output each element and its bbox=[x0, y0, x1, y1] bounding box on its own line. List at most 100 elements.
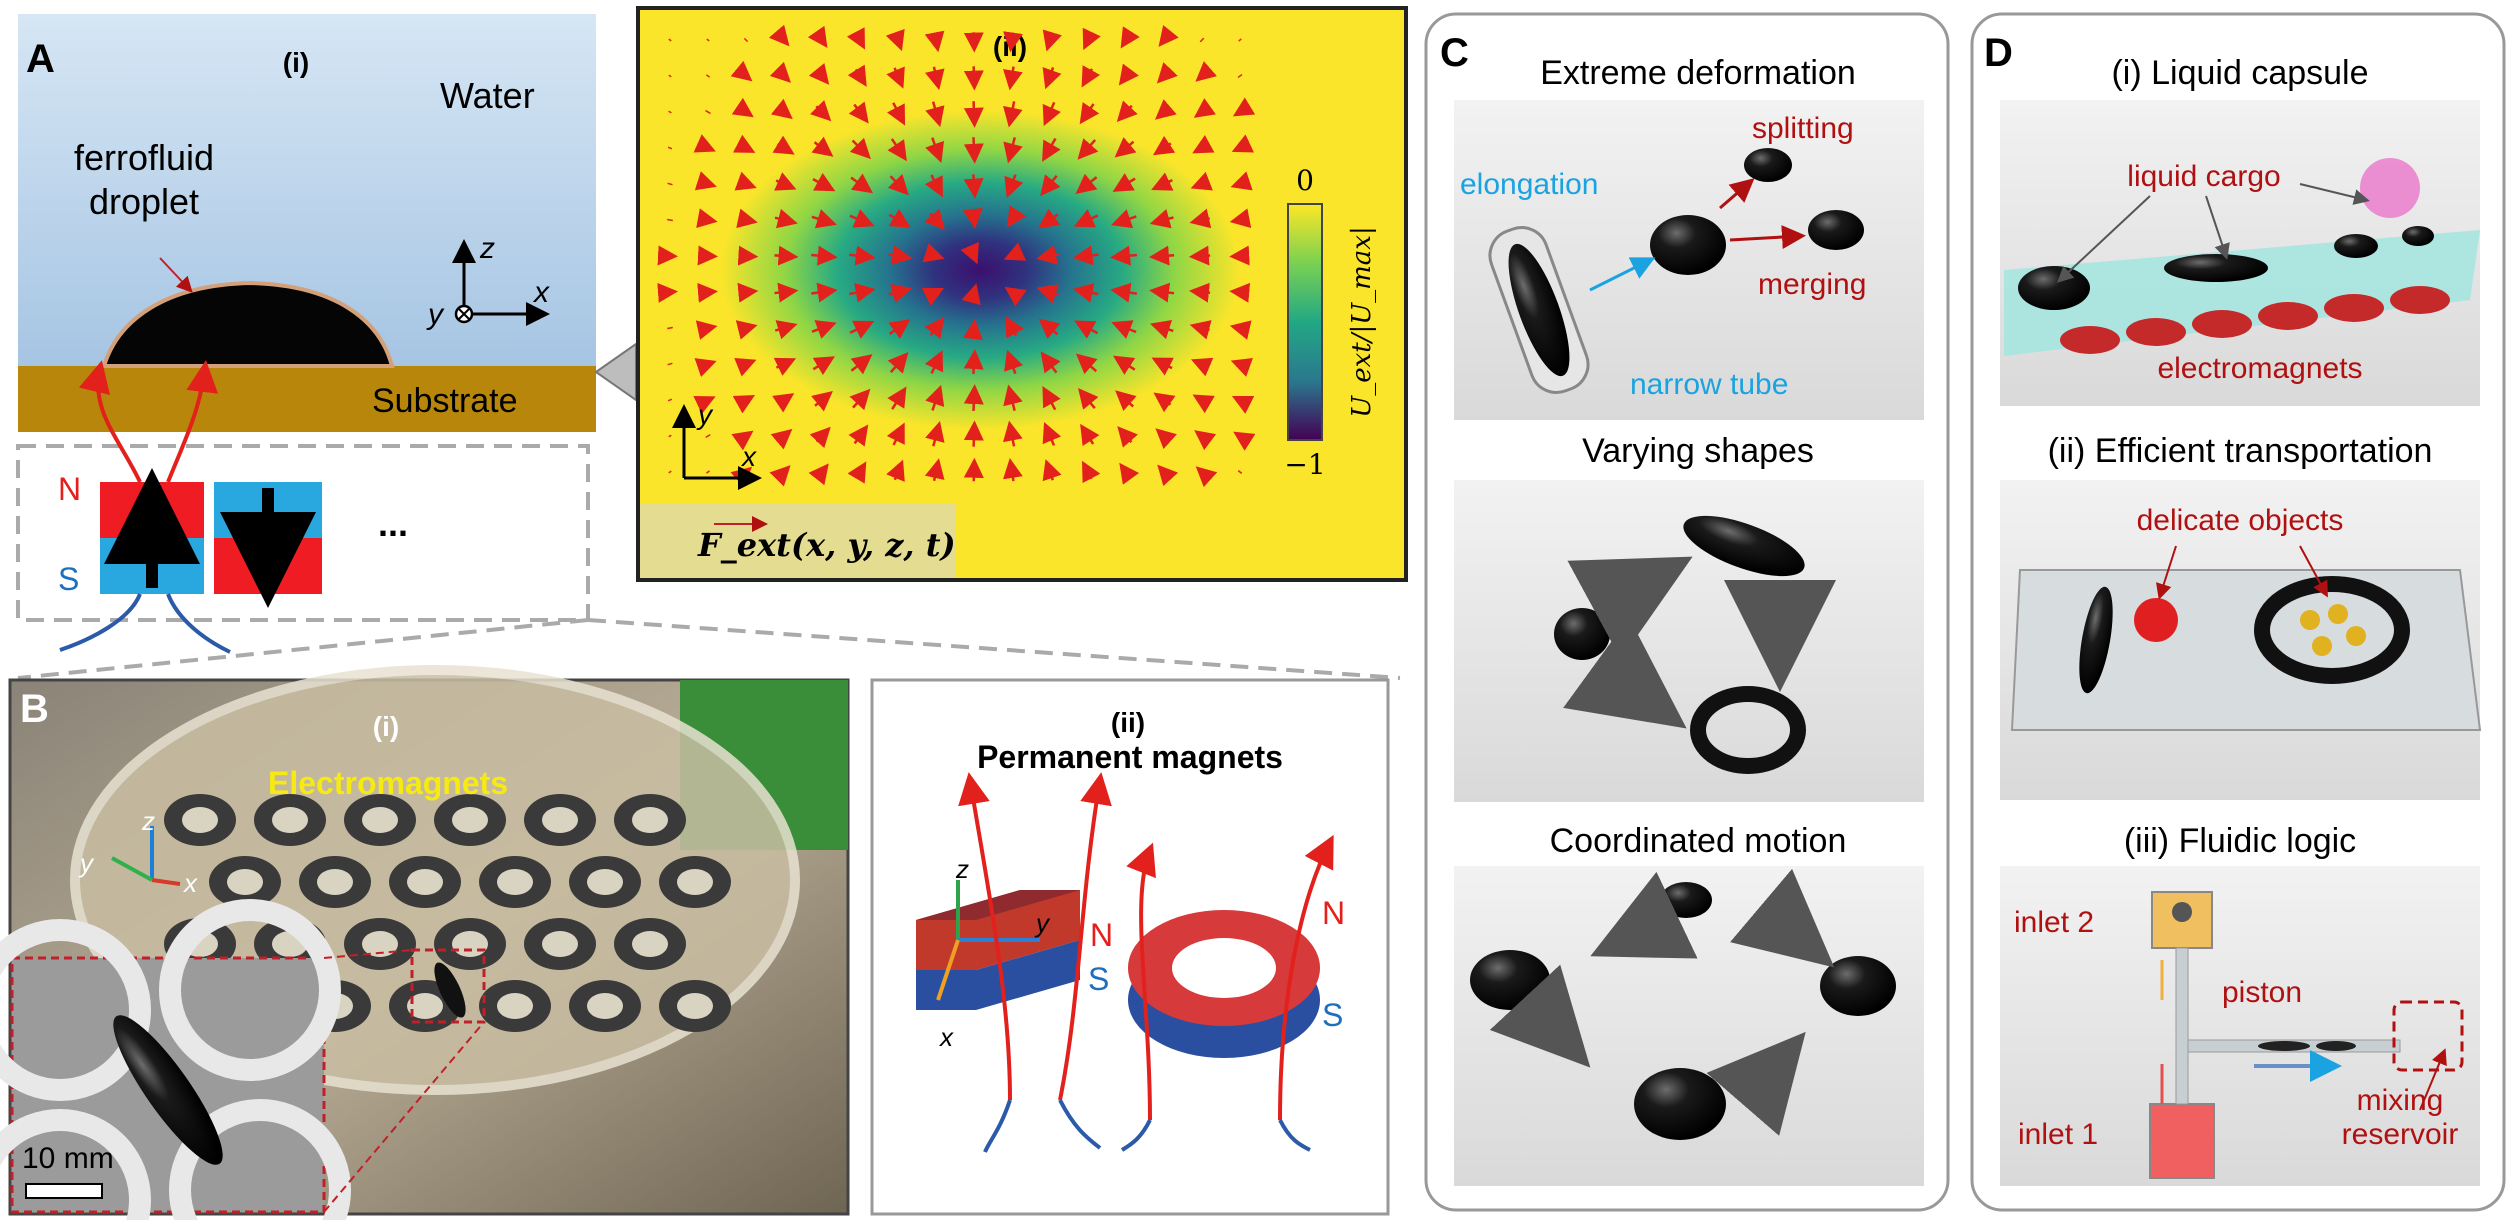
ring-south-label: S bbox=[1322, 997, 1343, 1033]
electromagnet-core bbox=[452, 807, 488, 833]
photo-axis-z-label: z bbox=[141, 806, 155, 836]
electromagnets-d-label: electromagnets bbox=[2157, 352, 2362, 385]
coil-under-substrate bbox=[2258, 302, 2318, 330]
axis-z-label: z bbox=[479, 232, 495, 265]
colorbar bbox=[1288, 204, 1322, 440]
panel-b-i: B (i) Electromagnets z x y 10 mm bbox=[0, 670, 848, 1220]
substrate-label: Substrate bbox=[372, 382, 518, 420]
ring-magnet-hole bbox=[1172, 938, 1276, 998]
electromagnet-core bbox=[407, 869, 443, 895]
force-arrow bbox=[974, 66, 975, 85]
liquid-cargo-label: liquid cargo bbox=[2127, 160, 2280, 193]
photo-axis-x-label: x bbox=[182, 868, 198, 898]
zoom-connector bbox=[596, 344, 636, 400]
force-arrow bbox=[974, 425, 975, 446]
zoom-line-right bbox=[588, 620, 1400, 678]
electromagnet-core bbox=[677, 869, 713, 895]
more-magnets-ellipsis: ... bbox=[378, 503, 408, 544]
label-b-i: (i) bbox=[373, 711, 399, 742]
force-arrow bbox=[973, 174, 974, 193]
electromagnet-core bbox=[497, 869, 533, 895]
force-arrow bbox=[703, 292, 713, 293]
electromagnet-core bbox=[272, 807, 308, 833]
varying-shapes-title: Varying shapes bbox=[1582, 432, 1814, 470]
electromagnet-core bbox=[632, 807, 668, 833]
force-arrow bbox=[703, 256, 713, 257]
potential-well bbox=[720, 110, 1240, 430]
inlet-1-label: inlet 1 bbox=[2018, 1118, 2098, 1151]
electromagnet-core bbox=[452, 931, 488, 957]
panel-c: C Extreme deformation splitting elongati… bbox=[1426, 14, 1948, 1210]
panel-a-ii: (ii) 0 −1 U_ext/|U_max| y x F_ext(x, y, … bbox=[638, 8, 1406, 580]
force-arrow bbox=[974, 216, 975, 224]
force-arrow bbox=[1234, 292, 1245, 293]
north-label: N bbox=[58, 471, 81, 507]
force-arrow bbox=[974, 101, 975, 123]
droplet-label-line2: droplet bbox=[89, 181, 199, 222]
droplet-label-line1: ferrofluid bbox=[74, 137, 214, 178]
force-arrow bbox=[739, 256, 754, 257]
force-arrow bbox=[973, 389, 974, 411]
force-arrow bbox=[1194, 255, 1210, 256]
narrow-tube-label: narrow tube bbox=[1630, 368, 1788, 401]
south-label: S bbox=[58, 561, 79, 597]
colorbar-top-label: 0 bbox=[1296, 164, 1314, 197]
efficient-transport-title: (ii) Efficient transportation bbox=[2048, 432, 2433, 470]
electromagnet-core bbox=[587, 869, 623, 895]
electromagnets-label: Electromagnets bbox=[268, 765, 508, 801]
inlet-2-label: inlet 2 bbox=[2014, 906, 2094, 939]
piston-label: piston bbox=[2222, 976, 2302, 1009]
coordinated-motion-title: Coordinated motion bbox=[1550, 822, 1847, 860]
merging-label: merging bbox=[1758, 268, 1866, 301]
force-arrow bbox=[1194, 291, 1210, 293]
axis-y-label: y bbox=[426, 298, 445, 331]
panel-a-i: A (i) Water ferrofluid droplet Substrate… bbox=[18, 14, 636, 652]
field-axis-x-label: x bbox=[740, 441, 757, 472]
force-arrow bbox=[974, 324, 975, 332]
electromagnet-core bbox=[317, 869, 353, 895]
electromagnet-core bbox=[182, 807, 218, 833]
coil-under-substrate bbox=[2390, 286, 2450, 314]
coil-under-substrate bbox=[2192, 310, 2252, 338]
electromagnet-core bbox=[227, 869, 263, 895]
force-arrow bbox=[1154, 255, 1174, 257]
electromagnet-core bbox=[497, 993, 533, 1019]
elongation-label: elongation bbox=[1460, 168, 1598, 201]
force-arrow bbox=[739, 291, 754, 292]
force-arrow bbox=[774, 255, 793, 256]
electromagnet-core bbox=[677, 993, 713, 1019]
delicate-objects-label: delicate objects bbox=[2137, 504, 2344, 537]
splitting-label: splitting bbox=[1752, 112, 1854, 145]
force-arrow bbox=[973, 354, 974, 374]
electromagnet-core bbox=[632, 931, 668, 957]
fluidic-logic-title: (iii) Fluidic logic bbox=[2124, 822, 2356, 860]
liquid-capsule-title: (i) Liquid capsule bbox=[2111, 54, 2368, 92]
bar-south-label: S bbox=[1088, 961, 1109, 997]
force-arrow bbox=[973, 137, 974, 159]
pm-axis-x-label: x bbox=[938, 1022, 954, 1052]
mixing-label: mixing bbox=[2357, 1084, 2444, 1117]
panel-letter-c: C bbox=[1440, 31, 1469, 75]
force-arrow bbox=[974, 463, 975, 482]
force-arrow bbox=[703, 219, 712, 221]
force-arrow bbox=[667, 327, 673, 328]
electromagnet-core bbox=[542, 931, 578, 957]
pm-axis-z-label: z bbox=[955, 854, 969, 884]
water-label: Water bbox=[440, 75, 535, 116]
bar-north-label: N bbox=[1090, 917, 1113, 953]
reservoir-label: reservoir bbox=[2342, 1118, 2459, 1151]
force-arrow bbox=[667, 220, 673, 221]
coil-under-substrate bbox=[2060, 326, 2120, 354]
coil-under-substrate bbox=[2324, 294, 2384, 322]
panel-letter-d: D bbox=[1984, 31, 2013, 75]
panel-b-ii: (ii) Permanent magnets z y x N S N S bbox=[872, 680, 1388, 1214]
field-axis-y-label: y bbox=[696, 399, 714, 430]
colorbar-bottom-label: −1 bbox=[1284, 448, 1325, 481]
coil-under-substrate bbox=[2126, 318, 2186, 346]
electromagnet-core bbox=[587, 993, 623, 1019]
panel-d: D (i) Liquid capsule liquid cargo electr… bbox=[1972, 14, 2504, 1210]
label-b-ii: (ii) bbox=[1111, 707, 1145, 738]
extreme-deformation-title: Extreme deformation bbox=[1540, 54, 1856, 92]
scale-bar bbox=[26, 1184, 102, 1198]
